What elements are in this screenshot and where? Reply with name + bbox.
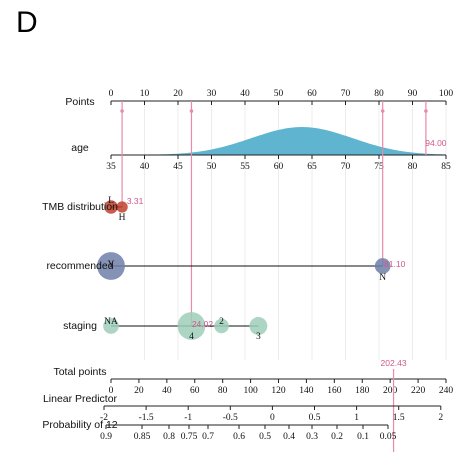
age-tick-label: 85: [441, 162, 451, 172]
points-tick-label: 40: [240, 89, 250, 99]
row-label-probability: Probability of 12: [42, 419, 117, 431]
probability-tick-label: 0.9: [100, 432, 112, 442]
recommended-level-bubble: [97, 252, 125, 280]
row-label-linear: Linear Predictor: [43, 393, 118, 405]
recommended-level-label: N: [379, 273, 386, 283]
total-tick-label: 20: [134, 386, 144, 396]
linear-tick-label: 1.5: [393, 413, 405, 423]
staging-level-label: 2: [219, 317, 224, 327]
row-labels: Points age TMB distribution recommended stag…: [42, 96, 118, 431]
highlight-dot: [424, 109, 428, 113]
total-tick-label: 60: [190, 386, 200, 396]
tmb-value-label: 3.31: [127, 196, 144, 206]
age-tick-label: 65: [307, 162, 317, 172]
row-label-points: Points: [65, 96, 94, 108]
tmb-level-label: H: [119, 213, 126, 223]
total-tick-label: 80: [218, 386, 228, 396]
points-tick-label: 100: [439, 89, 454, 99]
staging-level-bubble: [214, 318, 229, 334]
tmb-level-bubble: [116, 201, 128, 213]
linear-tick-label: -0.5: [223, 413, 238, 423]
row-label-total: Total points: [53, 366, 106, 378]
age-density-curve: [111, 127, 446, 155]
age-tick-label: 40: [140, 162, 150, 172]
probability-tick-label: 0.5: [259, 432, 271, 442]
tmb-level-bubble: [104, 200, 118, 214]
total-tick-label: 140: [299, 386, 314, 396]
points-tick-label: 60: [307, 89, 317, 99]
linear-tick-label: -1.5: [139, 413, 154, 423]
total-tick-label: 120: [271, 386, 286, 396]
points-tick-label: 50: [274, 89, 284, 99]
linear-tick-label: -2: [100, 413, 108, 423]
linear-tick-label: 0: [270, 413, 275, 423]
points-tick-label: 20: [173, 89, 183, 99]
linear-tick-label: 0.5: [309, 413, 321, 423]
highlight-dot: [380, 109, 385, 113]
staging-level-label: NA: [104, 317, 118, 327]
staging-level-label: 4: [189, 332, 194, 342]
probability-tick-label: 0.3: [306, 432, 318, 442]
row-label-recommended: recommended: [46, 260, 113, 272]
staging-level-label: 3: [256, 332, 261, 342]
points-tick-label: 70: [341, 89, 351, 99]
recommended-value-label: 81.10: [384, 259, 406, 269]
probability-tick-label: 0.7: [202, 432, 214, 442]
points-tick-label: 90: [408, 89, 418, 99]
highlight-dot: [120, 109, 124, 113]
age-value-label: 94.00: [425, 138, 447, 148]
staging-level-bubble: [103, 318, 119, 334]
probability-tick-label: 0.2: [331, 432, 343, 442]
total-tick-label: 160: [327, 386, 342, 396]
probability-tick-label: 0.6: [233, 432, 245, 442]
highlight-dot: [189, 109, 194, 113]
tmb-level-label: L: [108, 196, 114, 206]
points-tick-label: 30: [207, 89, 217, 99]
age-density: [111, 127, 446, 155]
recommended-level-bubble: [374, 258, 391, 274]
age-tick-label: 80: [408, 162, 418, 172]
recommended-level-label: Y: [108, 260, 115, 270]
staging-level-bubble: [177, 312, 206, 340]
staging-level-bubble: [249, 317, 268, 335]
panel-label: D: [16, 6, 38, 39]
probability-tick-label: 0.4: [283, 432, 295, 442]
total-tick-label: 0: [109, 386, 114, 396]
total-tick-label: 200: [383, 386, 398, 396]
total-value-label: 202.43: [381, 358, 407, 368]
linear-tick-label: -1: [184, 413, 192, 423]
probability-tick-label: 0.85: [134, 432, 151, 442]
points-tick-label: 10: [140, 89, 150, 99]
probability-tick-label: 0.05: [380, 432, 397, 442]
probability-tick-label: 0.8: [163, 432, 175, 442]
row-label-tmb: TMB distribution: [42, 201, 118, 213]
staging-value-label: 24.02: [192, 319, 214, 329]
age-tick-label: 60: [274, 162, 284, 172]
probability-tick-label: 0.1: [357, 432, 369, 442]
points-tick-label: 80: [374, 89, 384, 99]
age-tick-label: 45: [173, 162, 183, 172]
age-tick-label: 35: [106, 162, 116, 172]
row-label-staging: staging: [63, 320, 97, 332]
total-tick-label: 40: [162, 386, 172, 396]
linear-tick-label: 2: [438, 413, 443, 423]
total-tick-label: 100: [243, 386, 258, 396]
age-tick-label: 70: [341, 162, 351, 172]
points-tick-label: 0: [109, 89, 114, 99]
age-tick-label: 50: [207, 162, 217, 172]
row-label-age: age: [71, 142, 89, 154]
total-tick-label: 240: [439, 386, 454, 396]
age-tick-label: 55: [240, 162, 250, 172]
total-tick-label: 220: [411, 386, 426, 396]
age-tick-label: 75: [374, 162, 384, 172]
total-tick-label: 180: [355, 386, 370, 396]
linear-tick-label: 1: [354, 413, 359, 423]
probability-tick-label: 0.75: [181, 432, 198, 442]
